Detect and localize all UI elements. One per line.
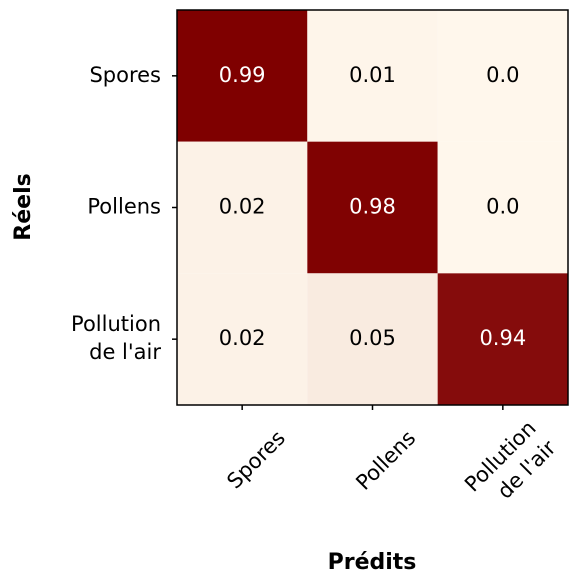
cell-label: 0.02 (219, 195, 266, 219)
cell (307, 141, 438, 274)
cell (307, 273, 438, 405)
cell (177, 141, 308, 274)
cell-label: 0.94 (479, 326, 526, 350)
x-tick-label: Spores (222, 426, 290, 494)
y-tick-label: Spores (89, 63, 161, 87)
cell (437, 141, 568, 274)
x-tick-label: Pollutionde l'air (460, 416, 561, 517)
cell-label: 0.0 (486, 195, 519, 219)
cell-label: 0.98 (349, 195, 396, 219)
y-axis-title: Réels (11, 173, 36, 240)
y-tick-label: Pollution de l'air (71, 312, 161, 364)
y-tick-label: Pollens (87, 195, 161, 219)
cell-label: 0.0 (486, 63, 519, 87)
x-axis-title: Prédits (328, 550, 417, 575)
cell-label: 0.05 (349, 326, 396, 350)
cell (177, 273, 308, 405)
cell (437, 10, 568, 142)
x-tick-label: Pollens (351, 426, 420, 495)
cell-label: 0.99 (219, 63, 266, 87)
cell (307, 10, 438, 142)
cell (437, 273, 568, 405)
cell (177, 10, 308, 142)
cell-label: 0.01 (349, 63, 396, 87)
cell-label: 0.02 (219, 326, 266, 350)
